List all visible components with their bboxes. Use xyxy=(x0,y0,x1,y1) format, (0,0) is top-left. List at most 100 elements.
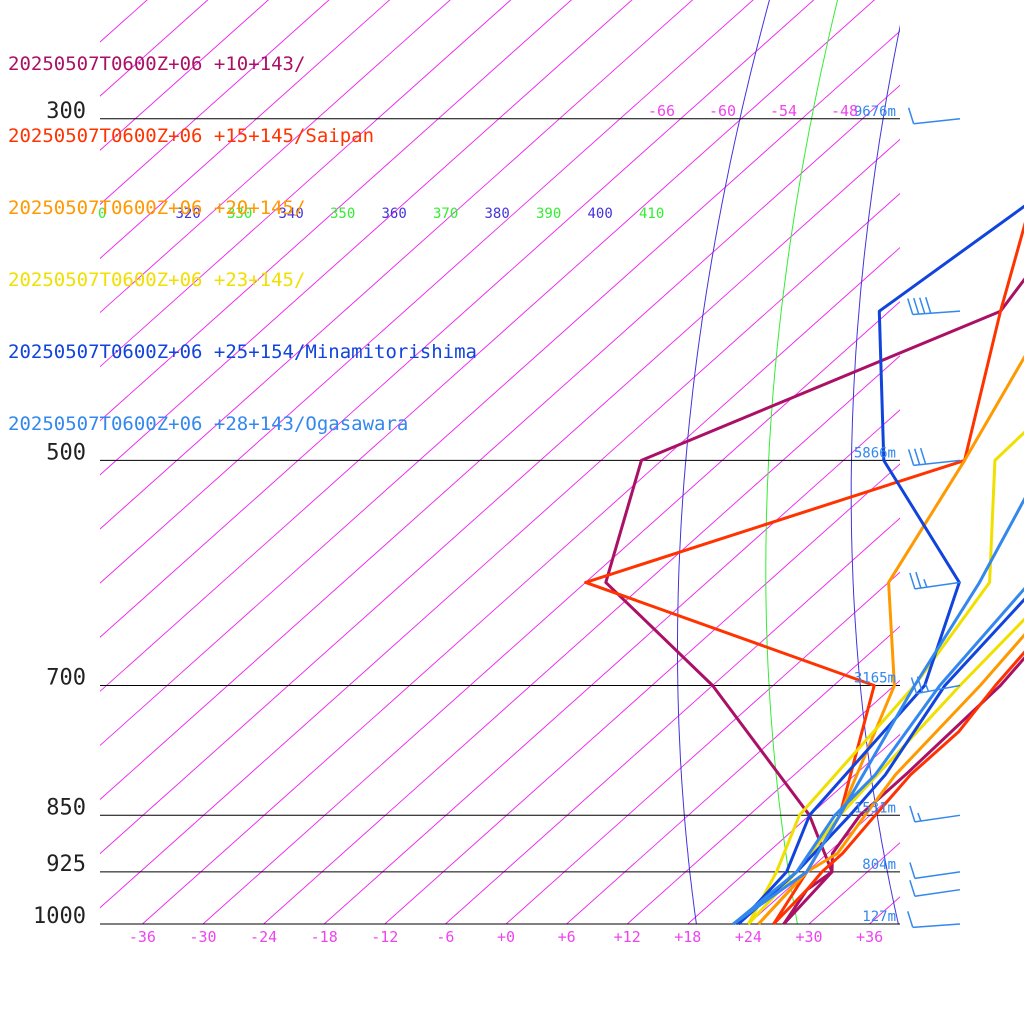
wind-barb xyxy=(907,911,961,929)
theta-e-label: 390 xyxy=(536,206,561,222)
wind-barb-staff xyxy=(914,888,961,898)
theta-e-label: 320 xyxy=(176,206,201,222)
wind-barb-flag xyxy=(910,677,918,694)
theta-e-label: 350 xyxy=(330,206,355,222)
wind-barb-staff xyxy=(912,310,961,316)
wind-barb-flag xyxy=(919,297,926,314)
theta-e-label: 410 xyxy=(639,206,664,222)
height-label: 5866m xyxy=(854,445,896,461)
isotherm-label: -54 xyxy=(770,102,797,120)
wind-barb-flag xyxy=(913,297,920,315)
x-tick-label: +30 xyxy=(795,928,822,946)
legend-entry-0: 20250507T0600Z+06 +10+143/ xyxy=(8,53,306,75)
wind-barb-half-flag xyxy=(917,812,922,822)
theta-e-curve xyxy=(677,0,770,924)
isotherm-grid xyxy=(100,0,900,924)
isotherm-label: -48 xyxy=(831,102,858,120)
wind-barb-flag xyxy=(919,447,927,465)
wind-barb-flag xyxy=(909,805,916,823)
theta-e-label: 400 xyxy=(588,206,613,222)
x-tick-label: +18 xyxy=(674,928,701,946)
theta-e-label: 0 xyxy=(98,206,106,222)
isotherm-line xyxy=(445,517,900,924)
wind-barb-staff xyxy=(913,459,961,467)
wind-barb xyxy=(909,571,961,590)
x-tick-label: -18 xyxy=(311,928,338,946)
wind-barb-flag xyxy=(909,862,916,879)
temperature-profile-0 xyxy=(782,656,1024,925)
wind-barb xyxy=(909,862,961,880)
wind-barb-flag xyxy=(909,572,916,590)
theta-e-label: 340 xyxy=(279,206,304,222)
wind-barb xyxy=(907,447,961,467)
isotherm-line xyxy=(100,30,900,747)
theta-e-curve xyxy=(1014,0,1024,924)
height-label: 127m xyxy=(862,909,896,925)
height-label: 804m xyxy=(862,857,896,873)
isotherm-line xyxy=(263,355,900,924)
x-tick-label: -12 xyxy=(371,928,398,946)
legend-entry-1: 20250507T0600Z+06 +15+145/Saipan xyxy=(8,125,375,147)
x-tick-label: +12 xyxy=(614,928,641,946)
legend-entry-2: 20250507T0600Z+06 +20+145/ xyxy=(8,197,306,219)
x-tick-label: +24 xyxy=(735,928,762,946)
x-tick-label: -6 xyxy=(436,928,454,946)
wind-barb-staff xyxy=(913,118,961,125)
pressure-label: 1000 xyxy=(33,904,86,929)
pressure-label: 500 xyxy=(46,440,86,465)
dewpoint-profile-0 xyxy=(604,277,1024,926)
temperature-profile-4 xyxy=(737,597,1024,926)
isotherm-line xyxy=(100,0,875,692)
wind-barb xyxy=(907,107,961,125)
isotherm-line xyxy=(100,192,900,909)
pressure-label: 925 xyxy=(46,852,86,877)
x-tick-label: -24 xyxy=(250,928,277,946)
dewpoint-profile-1 xyxy=(584,221,1024,925)
legend-entry-5: 20250507T0600Z+06 +28+143/Ogasawara xyxy=(8,413,409,435)
wind-barb xyxy=(907,297,961,316)
legend-entry-3: 20250507T0600Z+06 +23+145/ xyxy=(8,269,306,291)
isotherm-line xyxy=(100,138,900,855)
temperature-profile-1 xyxy=(772,650,1024,926)
pressure-label: 700 xyxy=(46,665,86,690)
wind-barb xyxy=(909,880,961,898)
wind-barb-staff xyxy=(914,581,961,590)
wind-barbs xyxy=(907,107,961,929)
wind-barb-flag xyxy=(907,449,915,466)
x-tick-label: -36 xyxy=(129,928,156,946)
theta-e-label: 360 xyxy=(382,206,407,222)
x-tick-label: +36 xyxy=(856,928,883,946)
isotherm-line xyxy=(323,409,900,924)
wind-barb-staff xyxy=(912,923,961,929)
wind-barb-half-flag xyxy=(924,683,930,692)
isotherm-label: -66 xyxy=(648,102,675,120)
isotherm-line xyxy=(202,301,900,924)
theta-e-label: 380 xyxy=(485,206,510,222)
height-label: 3165m xyxy=(854,670,896,686)
x-tick-label: +0 xyxy=(497,928,515,946)
temperature-profile-5 xyxy=(732,586,1024,926)
dewpoint-profile-4 xyxy=(737,204,1024,926)
height-label: 9676m xyxy=(854,104,896,120)
wind-barb-flag xyxy=(915,571,922,589)
x-tick-label: -30 xyxy=(189,928,216,946)
wind-barb-flag xyxy=(907,911,914,928)
x-tick-label: +6 xyxy=(558,928,576,946)
wind-barb-flag xyxy=(907,298,914,315)
wind-barb-staff xyxy=(914,814,961,823)
isotherm-line xyxy=(384,463,900,924)
isotherm-line xyxy=(142,246,900,924)
wind-barb-flag xyxy=(907,107,915,124)
wind-barb xyxy=(909,805,961,823)
temperature-profile-2 xyxy=(757,633,1024,926)
isotherm-line xyxy=(100,0,815,638)
chart-legend: 20250507T0600Z+06 +10+143/ 20250507T0600… xyxy=(8,4,477,460)
isotherm-line xyxy=(100,84,900,801)
theta-e-curve xyxy=(765,0,839,924)
wind-barb xyxy=(910,676,961,695)
wind-barb-half-flag xyxy=(923,579,928,588)
pressure-label: 850 xyxy=(46,795,86,820)
theta-e-curves xyxy=(677,0,1024,924)
theta-e-label: 330 xyxy=(227,206,252,222)
